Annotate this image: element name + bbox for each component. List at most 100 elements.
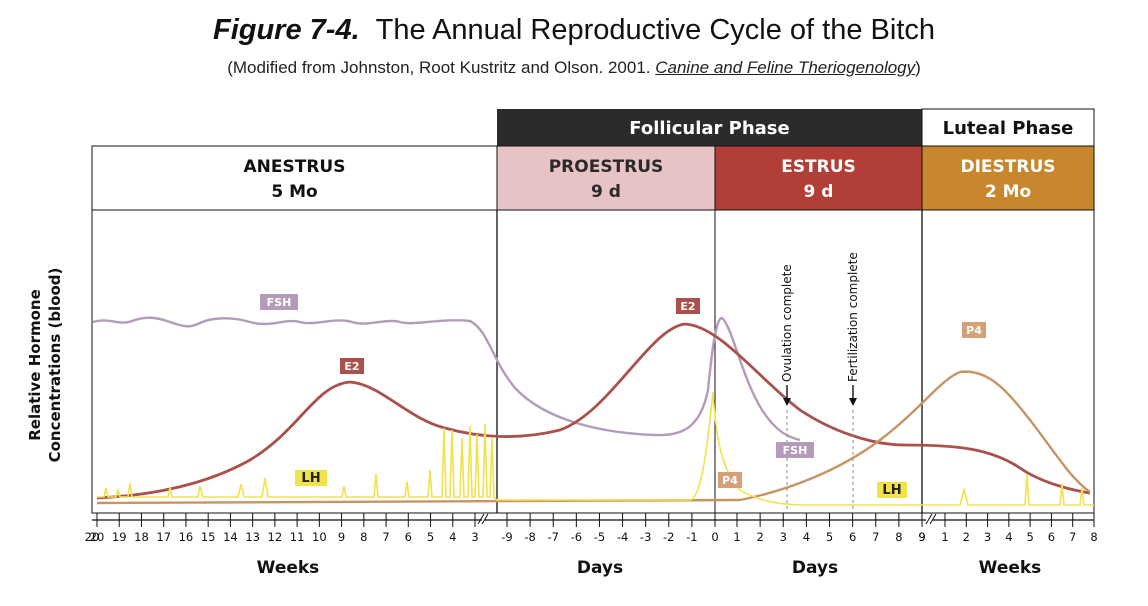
event-arrow-head: [849, 398, 857, 406]
lh-curve: [97, 391, 1094, 506]
stage-box-estrus: [714, 145, 923, 211]
x-tick-label: 8: [895, 530, 902, 544]
stage-duration-anestrus: 5 Mo: [271, 182, 317, 202]
e2-series-label: E2: [680, 300, 695, 313]
x-tick-label: 19: [112, 530, 127, 544]
x-axis-unit-4: Weeks: [979, 558, 1042, 578]
event-label: Fertilization complete: [846, 252, 860, 382]
x-tick-label: 10: [312, 530, 327, 544]
axis-break-mark: [477, 513, 489, 525]
x-tick-label: -5: [594, 530, 605, 544]
x-tick-label: -1: [686, 530, 697, 544]
p4-series-label: P4: [722, 474, 738, 487]
x-tick-label: 3: [471, 530, 478, 544]
x-tick-label: -3: [640, 530, 651, 544]
p4-curve: [96, 370, 1091, 505]
x-tick-label: 18: [134, 530, 149, 544]
axis-break-mark: [925, 513, 937, 525]
subtitle-prefix: (Modified from Johnston, Root Kustritz a…: [227, 58, 656, 77]
x-tick-label: 20: [85, 530, 100, 544]
x-tick-label: -8: [524, 530, 535, 544]
luteal-phase-label: Luteal Phase: [943, 118, 1074, 139]
x-tick-label: 5: [1026, 530, 1033, 544]
x-tick-label: 2: [963, 530, 970, 544]
luteal-phase-band: [921, 108, 1095, 147]
x-tick-label: -6: [571, 530, 582, 544]
fsh-series-label: FSH: [783, 444, 808, 457]
stage-name-diestrus: DIESTRUS: [960, 157, 1055, 177]
figure-title: Figure 7-4. The Annual Reproductive Cycle…: [0, 14, 1148, 47]
stage-box-proestrus: [496, 145, 716, 211]
x-tick-label: 20: [90, 530, 105, 544]
x-axis-unit-1: Weeks: [257, 558, 320, 578]
plot-frame: [91, 209, 1095, 514]
lh-series-label: LH: [301, 471, 320, 486]
x-tick-label: 8: [360, 530, 367, 544]
x-tick-label: 1: [941, 530, 948, 544]
x-tick-label: 4: [449, 530, 456, 544]
event-arrow-head: [783, 398, 791, 406]
stage-name-anestrus: ANESTRUS: [244, 157, 346, 177]
y-axis-label-line2: Concentrations (blood): [46, 268, 64, 463]
subtitle-suffix: ): [915, 58, 921, 77]
x-tick-label: 3: [984, 530, 991, 544]
x-tick-label: 5: [427, 530, 434, 544]
figure-label: Figure 7-4.: [212, 14, 360, 46]
x-tick-label: -4: [617, 530, 628, 544]
x-tick-label: 14: [223, 530, 238, 544]
e2-curve: [96, 322, 1091, 500]
x-tick-label: 13: [245, 530, 260, 544]
x-tick-label: 4: [803, 530, 810, 544]
stage-name-proestrus: PROESTRUS: [549, 157, 664, 177]
x-tick-label: 8: [1090, 530, 1097, 544]
x-tick-label: 1: [733, 530, 740, 544]
x-tick-label: 0: [711, 530, 718, 544]
x-tick-label: 7: [872, 530, 879, 544]
x-tick-label: 2: [756, 530, 763, 544]
stage-duration-estrus: 9 d: [804, 182, 834, 202]
x-tick-label: 9: [918, 530, 925, 544]
x-tick-label: 16: [179, 530, 194, 544]
x-tick-label: 4: [1005, 530, 1012, 544]
x-tick-label: 11: [290, 530, 305, 544]
x-tick-label: 12: [268, 530, 283, 544]
x-axis-unit-3: Days: [792, 558, 838, 578]
fsh-label-box: [776, 442, 814, 458]
x-axis-unit-2: Days: [577, 558, 623, 578]
e2-label-box: [676, 298, 700, 314]
figure-title-text: The Annual Reproductive Cycle of the Bit…: [375, 14, 936, 46]
lh-label-box: [295, 470, 327, 486]
stage-box-diestrus: [921, 145, 1095, 211]
x-tick-label: 17: [156, 530, 171, 544]
x-tick-label: 7: [1069, 530, 1076, 544]
fsh-label-box: [260, 294, 298, 310]
subtitle-book: Canine and Feline Theriogenology: [655, 58, 916, 77]
stage-box-anestrus: [91, 145, 498, 211]
p4-series-label: P4: [966, 324, 982, 337]
x-tick-label: -2: [663, 530, 674, 544]
figure-subtitle: (Modified from Johnston, Root Kustritz a…: [0, 58, 1148, 78]
x-tick-label: -7: [547, 530, 558, 544]
stage-name-estrus: ESTRUS: [781, 157, 856, 177]
x-tick-label: -9: [501, 530, 512, 544]
x-tick-label: 5: [826, 530, 833, 544]
event-label: Ovulation complete: [780, 264, 794, 382]
follicular-phase-label: Follicular Phase: [629, 118, 789, 139]
p4-label-box: [718, 472, 742, 488]
lh-series-label: LH: [882, 483, 901, 498]
lh-label-box: [877, 482, 907, 498]
e2-label-box: [340, 358, 364, 374]
fsh-curve: [92, 316, 801, 442]
stage-duration-diestrus: 2 Mo: [985, 182, 1031, 202]
x-tick-label: 6: [405, 530, 412, 544]
fsh-series-label: FSH: [267, 296, 292, 309]
p4-label-box: [962, 322, 986, 338]
x-tick-label: 15: [201, 530, 216, 544]
x-tick-label: 7: [382, 530, 389, 544]
stage-duration-proestrus: 9 d: [591, 182, 621, 202]
x-tick-label: 6: [849, 530, 856, 544]
x-tick-label: 9: [918, 530, 925, 544]
x-tick-label: 9: [338, 530, 345, 544]
x-tick-label: 6: [1048, 530, 1055, 544]
